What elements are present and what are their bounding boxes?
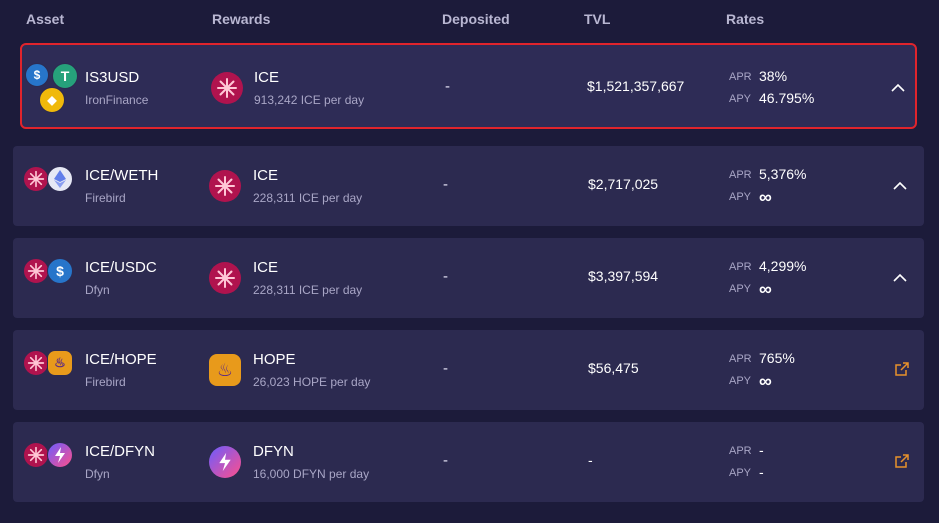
apr-label: APR <box>729 71 752 83</box>
asset-icons: $ <box>23 258 79 298</box>
reward-rate: 228,311 ICE per day <box>253 283 363 297</box>
asset-icons <box>23 442 79 482</box>
tvl-value: $2,717,025 <box>588 176 659 192</box>
ice-token-icon <box>209 262 241 294</box>
ice-icon <box>23 166 49 192</box>
deposited-value: - <box>443 360 448 377</box>
pool-row-is3usd[interactable]: $ T ◆ IS3USD IronFinance ICE 913,242 ICE… <box>20 43 917 129</box>
column-header-asset: Asset <box>26 11 65 27</box>
asset-source: Dfyn <box>85 283 110 297</box>
apy-value: ∞ <box>759 371 772 391</box>
reward-name: HOPE <box>253 351 296 368</box>
apy-value: 46.795% <box>759 90 815 106</box>
asset-icons <box>23 166 79 206</box>
apy-label: APY <box>729 467 752 479</box>
ice-icon <box>23 442 49 468</box>
pool-row-ice-dfyn[interactable]: ICE/DFYN Dfyn DFYN 16,000 DFYN per day -… <box>13 422 924 502</box>
apr-label: APR <box>729 353 752 365</box>
apy-value: - <box>759 464 764 480</box>
asset-name: IS3USD <box>85 69 140 86</box>
deposited-value: - <box>443 176 448 193</box>
apy-label: APY <box>729 191 752 203</box>
reward-rate: 16,000 DFYN per day <box>253 467 370 481</box>
apy-label: APY <box>729 93 752 105</box>
deposited-value: - <box>445 78 450 95</box>
reward-rate: 228,311 ICE per day <box>253 191 363 205</box>
apr-value: 38% <box>759 68 788 84</box>
column-header-tvl: TVL <box>584 11 611 27</box>
hope-token-icon: ♨ <box>209 354 241 386</box>
ice-icon <box>23 258 49 284</box>
apy-label: APY <box>729 375 752 387</box>
asset-source: Dfyn <box>85 467 110 481</box>
pool-row-ice-weth[interactable]: ICE/WETH Firebird ICE 228,311 ICE per da… <box>13 146 924 226</box>
reward-name: ICE <box>254 69 280 86</box>
reward-rate: 913,242 ICE per day <box>254 93 365 107</box>
apy-value: ∞ <box>759 187 772 207</box>
column-header-rewards: Rewards <box>212 11 271 27</box>
asset-source: IronFinance <box>85 93 149 107</box>
reward-name: ICE <box>253 259 279 276</box>
apr-value: - <box>759 442 764 458</box>
apy-label: APY <box>729 283 752 295</box>
apr-label: APR <box>729 261 752 273</box>
weth-icon <box>47 166 73 192</box>
reward-rate: 26,023 HOPE per day <box>253 375 371 389</box>
usdt-icon: T <box>52 63 78 89</box>
busd-icon: ◆ <box>39 87 65 113</box>
external-link-icon[interactable] <box>894 361 910 377</box>
column-header-rates: Rates <box>726 11 765 27</box>
pool-row-ice-hope[interactable]: ♨ ICE/HOPE Firebird ♨ HOPE 26,023 HOPE p… <box>13 330 924 410</box>
ice-token-icon <box>209 170 241 202</box>
asset-name: ICE/HOPE <box>85 351 157 368</box>
hope-icon: ♨ <box>47 350 73 376</box>
tvl-value: $56,475 <box>588 360 639 376</box>
tvl-value: $3,397,594 <box>588 268 659 284</box>
dfyn-icon <box>47 442 73 468</box>
asset-icons: $ T ◆ <box>25 63 81 113</box>
chevron-up-icon[interactable] <box>892 270 908 286</box>
asset-name: ICE/USDC <box>85 259 157 276</box>
deposited-value: - <box>443 268 448 285</box>
usdc-icon: $ <box>25 63 49 87</box>
tvl-value: $1,521,357,667 <box>587 78 685 94</box>
table-header: Asset Rewards Deposited TVL Rates <box>0 0 939 38</box>
reward-name: DFYN <box>253 443 294 460</box>
dfyn-token-icon <box>209 446 241 478</box>
asset-name: ICE/DFYN <box>85 443 156 460</box>
tvl-value: - <box>588 452 593 468</box>
apr-label: APR <box>729 445 752 457</box>
ice-token-icon <box>211 72 243 104</box>
external-link-icon[interactable] <box>894 453 910 469</box>
deposited-value: - <box>443 452 448 469</box>
asset-icons: ♨ <box>23 350 79 390</box>
pool-row-ice-usdc[interactable]: $ ICE/USDC Dfyn ICE 228,311 ICE per day … <box>13 238 924 318</box>
column-header-deposited: Deposited <box>442 11 510 27</box>
apy-value: ∞ <box>759 279 772 299</box>
apr-value: 5,376% <box>759 166 807 182</box>
chevron-up-icon[interactable] <box>892 178 908 194</box>
asset-name: ICE/WETH <box>85 167 159 184</box>
ice-icon <box>23 350 49 376</box>
apr-value: 4,299% <box>759 258 807 274</box>
reward-name: ICE <box>253 167 279 184</box>
chevron-up-icon[interactable] <box>890 80 906 96</box>
asset-source: Firebird <box>85 375 126 389</box>
usdc-icon: $ <box>47 258 73 284</box>
asset-source: Firebird <box>85 191 126 205</box>
apr-value: 765% <box>759 350 795 366</box>
apr-label: APR <box>729 169 752 181</box>
